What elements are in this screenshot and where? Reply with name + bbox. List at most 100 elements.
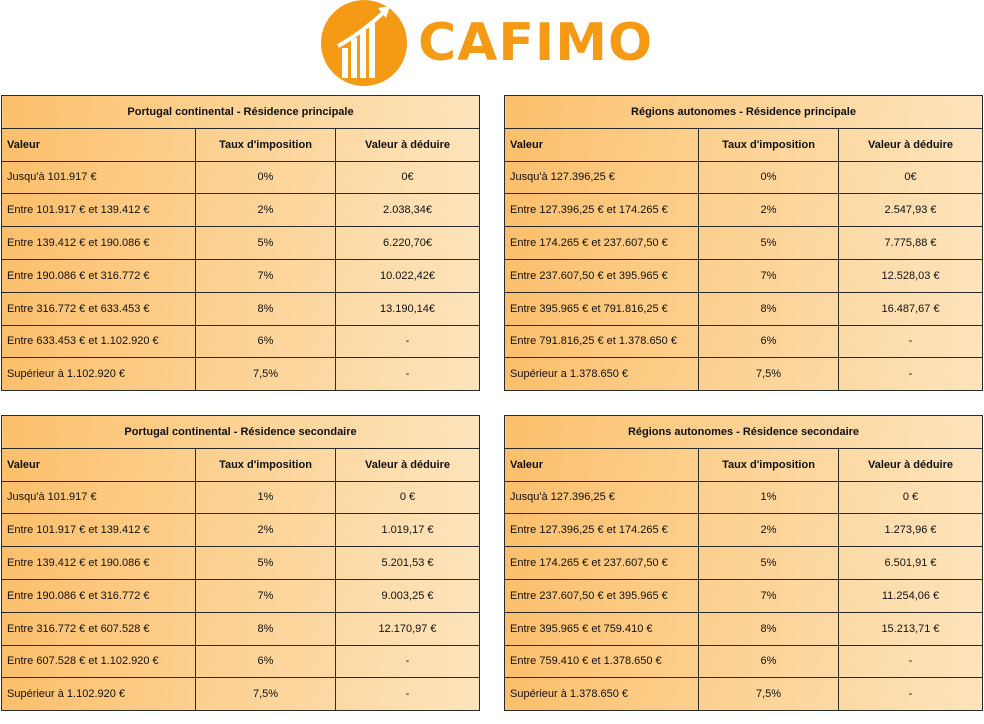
logo-mark-icon bbox=[321, 0, 407, 86]
cell-deduct: 0€ bbox=[334, 160, 481, 195]
cell-rate: 5% bbox=[698, 226, 839, 260]
cell-deduct: 2.547,93 € bbox=[837, 193, 984, 228]
cell-deduct: - bbox=[334, 357, 481, 392]
table-row: Entre 127.396,25 € et 174.265 €2% 2.547,9… bbox=[504, 193, 984, 228]
brand-name: CAFIMO bbox=[418, 13, 654, 73]
cell-value: Entre 633.453 € et 1.102.920 € bbox=[1, 324, 196, 359]
cell-rate: 6% bbox=[195, 324, 336, 359]
table-row: Supérieur à 1.102.920 €7,5% - bbox=[1, 677, 480, 712]
cell-deduct: 6.220,70€ bbox=[334, 226, 481, 260]
table-row: Supérieur à 1.102.920 €7,5% - bbox=[1, 357, 481, 392]
cell-deduct: 9.003,25 € bbox=[335, 578, 480, 613]
table-row: Entre 139.412 € et 190.086 €5% 6.220,70€ bbox=[1, 226, 481, 260]
table-row: Entre 633.453 € et 1.102.920 €6% - bbox=[1, 324, 481, 359]
table-row: Entre 174.265 € et 237.607,50 €5% 6.501,9… bbox=[504, 546, 984, 580]
cell-deduct: - bbox=[335, 677, 480, 712]
col-header-rate: Taux d'imposition bbox=[698, 127, 839, 162]
cell-rate: 6% bbox=[698, 644, 839, 679]
table-row: Entre 395.965 € et 759.410 €8% 15.213,71 … bbox=[504, 611, 984, 646]
cell-deduct: - bbox=[837, 324, 984, 359]
cell-rate: 5% bbox=[698, 546, 839, 580]
cell-rate: 8% bbox=[195, 291, 336, 326]
cell-deduct: 0€ bbox=[837, 160, 984, 195]
cell-value: Supérieur à 1.378.650 € bbox=[504, 677, 699, 712]
table-row: Entre 237.607,50 € et 395.965 €7% 11.254,… bbox=[504, 578, 984, 613]
cell-value: Jusqu'à 127.396,25 € bbox=[504, 480, 699, 515]
table-row: Entre 139.412 € et 190.086 €5% 5.201,53 € bbox=[1, 546, 480, 580]
table-row: Entre 237.607,50 € et 395.965 €7% 12.528,… bbox=[504, 258, 984, 293]
cell-deduct: 5.201,53 € bbox=[335, 546, 480, 580]
cell-value: Jusqu'à 101.917 € bbox=[1, 480, 196, 515]
cell-value: Entre 395.965 € et 791.816,25 € bbox=[504, 291, 699, 326]
col-header-deduct: Valeur à déduire bbox=[837, 447, 984, 482]
col-header-value: Valeur bbox=[1, 127, 196, 162]
cell-deduct: 2.038,34€ bbox=[334, 193, 481, 228]
cell-deduct: 12.528,03 € bbox=[837, 258, 984, 293]
cell-rate: 2% bbox=[698, 193, 839, 228]
cell-rate: 5% bbox=[195, 546, 336, 580]
cell-rate: 7,5% bbox=[195, 677, 336, 712]
cell-value: Entre 139.412 € et 190.086 € bbox=[1, 546, 196, 580]
cell-deduct: 11.254,06 € bbox=[837, 578, 984, 613]
cell-value: Entre 791.816,25 € et 1.378.650 € bbox=[504, 324, 699, 359]
table-continental-secondaire: Portugal continental - Résidence seconda… bbox=[1, 415, 480, 712]
table-row: Entre 316.772 € et 607.528 €8% 12.170,97 … bbox=[1, 611, 480, 646]
cell-rate: 7% bbox=[195, 258, 336, 293]
cell-deduct: - bbox=[837, 644, 984, 679]
cell-value: Entre 237.607,50 € et 395.965 € bbox=[504, 258, 699, 293]
table-row: Entre 190.086 € et 316.772 €7% 10.022,42€ bbox=[1, 258, 481, 293]
cell-rate: 7,5% bbox=[698, 677, 839, 712]
table-row: Jusqu'à 127.396,25 €1% 0 € bbox=[504, 480, 984, 515]
cell-value: Entre 101.917 € et 139.412 € bbox=[1, 513, 196, 548]
cell-value: Entre 237.607,50 € et 395.965 € bbox=[504, 578, 699, 613]
table-row: Entre 127.396,25 € et 174.265 €2% 1.273,9… bbox=[504, 513, 984, 548]
cell-rate: 1% bbox=[698, 480, 839, 515]
cell-value: Entre 607.528 € et 1.102.920 € bbox=[1, 644, 196, 679]
cell-deduct: 6.501,91 € bbox=[837, 546, 984, 580]
cell-value: Jusqu'à 101.917 € bbox=[1, 160, 196, 195]
table-title: Portugal continental - Résidence seconda… bbox=[1, 415, 480, 449]
cell-deduct: 10.022,42€ bbox=[334, 258, 481, 293]
table-title: Portugal continental - Résidence princip… bbox=[0, 95, 481, 129]
cell-value: Jusqu'à 127.396,25 € bbox=[504, 160, 699, 195]
table-row: Supérieur à 1.378.650 €7,5% - bbox=[504, 677, 984, 712]
col-header-rate: Taux d'imposition bbox=[195, 127, 336, 162]
cell-rate: 8% bbox=[698, 291, 839, 326]
cell-rate: 7% bbox=[195, 578, 336, 613]
cell-value: Entre 127.396,25 € et 174.265 € bbox=[504, 513, 699, 548]
cell-rate: 1% bbox=[195, 480, 336, 515]
table-row: Entre 759.410 € et 1.378.650 €6% - bbox=[504, 644, 984, 679]
cell-rate: 6% bbox=[195, 644, 336, 679]
table-row: Jusqu'à 101.917 €1% 0 € bbox=[1, 480, 480, 515]
cell-rate: 7,5% bbox=[698, 357, 839, 392]
col-header-rate: Taux d'imposition bbox=[698, 447, 839, 482]
cell-value: Entre 395.965 € et 759.410 € bbox=[504, 611, 699, 646]
cell-value: Supérieur a 1.378.650 € bbox=[504, 357, 699, 392]
cell-value: Entre 139.412 € et 190.086 € bbox=[1, 226, 196, 260]
cafimo-logo: CAFIMO bbox=[320, 0, 660, 86]
cell-value: Entre 174.265 € et 237.607,50 € bbox=[504, 546, 699, 580]
col-header-value: Valeur bbox=[504, 127, 699, 162]
cell-deduct: 12.170,97 € bbox=[335, 611, 480, 646]
table-autonomes-secondaire: Régions autonomes - Résidence secondaire… bbox=[503, 415, 984, 712]
col-header-deduct: Valeur à déduire bbox=[334, 127, 481, 162]
cell-rate: 0% bbox=[698, 160, 839, 195]
cell-rate: 5% bbox=[195, 226, 336, 260]
table-row: Entre 791.816,25 € et 1.378.650 €6% - bbox=[504, 324, 984, 359]
cell-rate: 0% bbox=[195, 160, 336, 195]
cell-value: Supérieur à 1.102.920 € bbox=[1, 677, 196, 712]
cell-value: Entre 190.086 € et 316.772 € bbox=[1, 578, 196, 613]
table-row: Jusqu'à 101.917 €0% 0€ bbox=[1, 160, 481, 195]
cell-value: Entre 316.772 € et 607.528 € bbox=[1, 611, 196, 646]
table-row: Entre 316.772 € et 633.453 €8% 13.190,14€ bbox=[1, 291, 481, 326]
cell-rate: 2% bbox=[698, 513, 839, 548]
cell-rate: 8% bbox=[698, 611, 839, 646]
cell-value: Entre 759.410 € et 1.378.650 € bbox=[504, 644, 699, 679]
cell-deduct: 15.213,71 € bbox=[837, 611, 984, 646]
table-row: Jusqu'à 127.396,25 €0% 0€ bbox=[504, 160, 984, 195]
col-header-value: Valeur bbox=[1, 447, 196, 482]
table-row: Entre 395.965 € et 791.816,25 €8% 16.487,… bbox=[504, 291, 984, 326]
cell-rate: 7,5% bbox=[195, 357, 336, 392]
col-header-rate: Taux d'imposition bbox=[195, 447, 336, 482]
cell-rate: 2% bbox=[195, 513, 336, 548]
